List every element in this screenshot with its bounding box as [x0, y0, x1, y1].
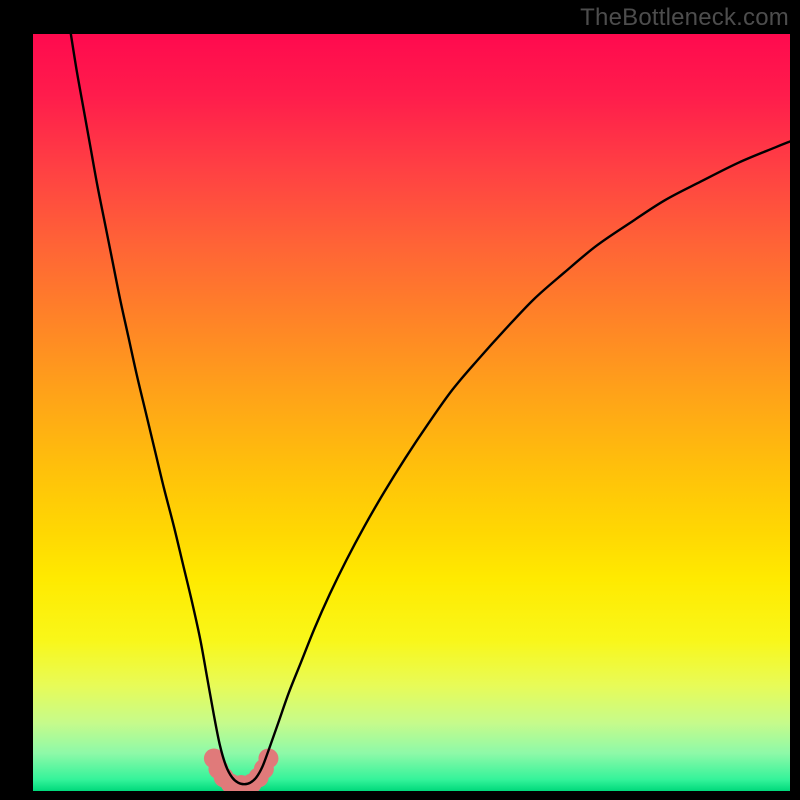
chart-svg	[33, 34, 790, 791]
watermark-text: TheBottleneck.com	[580, 4, 789, 32]
plot-area	[33, 34, 790, 791]
